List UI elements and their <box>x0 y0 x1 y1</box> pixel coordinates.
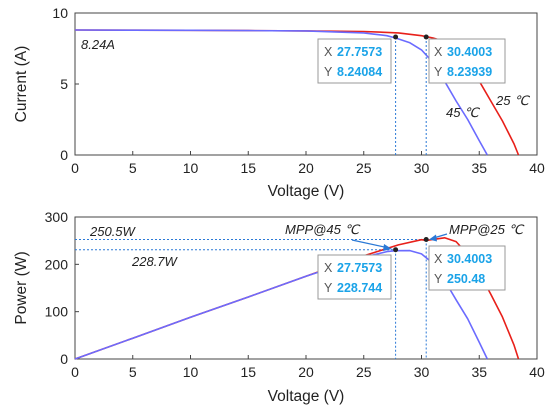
tip-y-value: 228.744 <box>337 281 382 295</box>
x-tick-label: 35 <box>471 160 487 176</box>
pv-chart: 0 5 10 15 20 25 30 35 40 0 100 200 300 Voltage (V) P… <box>13 209 545 405</box>
pv-arrow-45 <box>351 239 390 249</box>
iv-annotation-25: 25 ℃ <box>495 93 530 108</box>
x-tick-label: 20 <box>298 364 314 380</box>
tip-x-value: 27.7573 <box>337 45 382 59</box>
pv-arrowhead-25 <box>429 234 437 242</box>
iv-ticks: 0 5 10 15 20 25 30 35 40 0 5 10 <box>52 5 545 176</box>
tip-y-value: 8.24084 <box>337 65 382 79</box>
pv-annotation-mpp25: MPP@25 ℃ <box>449 222 524 237</box>
iv-datatip-45: X 27.7573 Y 8.24084 <box>317 38 392 84</box>
x-tick-label: 0 <box>71 364 79 380</box>
pv-mpp-45-marker <box>393 247 399 253</box>
pv-xlabel: Voltage (V) <box>268 388 345 405</box>
tip-y-key: Y <box>434 65 443 79</box>
iv-xlabel: Voltage (V) <box>268 183 345 200</box>
x-tick-label: 5 <box>129 160 137 176</box>
iv-ylabel: Current (A) <box>13 46 30 123</box>
iv-plot-area <box>74 12 538 156</box>
pv-ylabel: Power (W) <box>13 251 30 324</box>
x-tick-label: 25 <box>356 364 372 380</box>
x-tick-label: 40 <box>529 364 545 380</box>
pv-annotation-250: 250.5W <box>89 224 137 239</box>
iv-annotation-45: 45 ℃ <box>446 105 480 120</box>
pv-datatip-25: X 30.4003 Y 250.48 <box>428 245 506 291</box>
y-tick-label: 0 <box>60 351 68 367</box>
pv-ticks: 0 5 10 15 20 25 30 35 40 0 100 200 300 <box>45 209 545 380</box>
x-tick-label: 10 <box>183 160 199 176</box>
y-tick-label: 10 <box>52 5 68 21</box>
y-tick-label: 100 <box>45 304 69 320</box>
iv-mpp-25-marker <box>423 34 429 40</box>
x-tick-label: 10 <box>183 364 199 380</box>
iv-chart: 0 5 10 15 20 25 30 35 40 0 5 10 Voltage (V) Current… <box>13 5 545 200</box>
x-tick-label: 0 <box>71 160 79 176</box>
tip-x-key: X <box>324 261 333 275</box>
x-tick-label: 5 <box>129 364 137 380</box>
tip-y-key: Y <box>324 281 333 295</box>
tip-x-value: 30.4003 <box>447 252 492 266</box>
tip-y-key: Y <box>434 272 443 286</box>
tip-y-value: 8.23939 <box>447 65 492 79</box>
pv-arrowhead-45 <box>383 244 392 251</box>
tip-x-value: 27.7573 <box>337 261 382 275</box>
x-tick-label: 15 <box>240 160 256 176</box>
x-tick-label: 15 <box>240 364 256 380</box>
tip-x-key: X <box>434 252 443 266</box>
pv-annotation-228: 228.7W <box>131 254 179 269</box>
pv-mpp-25-marker <box>423 237 429 242</box>
iv-mpp-45-marker <box>393 34 399 40</box>
x-tick-label: 40 <box>529 160 545 176</box>
y-tick-label: 5 <box>60 76 68 92</box>
tip-y-key: Y <box>324 65 333 79</box>
x-tick-label: 20 <box>298 160 314 176</box>
tip-x-value: 30.4003 <box>447 45 492 59</box>
tip-x-key: X <box>324 45 333 59</box>
y-tick-label: 0 <box>60 147 68 163</box>
iv-annotation-current: 8.24A <box>81 37 115 52</box>
iv-datatip-25: X 30.4003 Y 8.23939 <box>428 38 506 84</box>
x-tick-label: 30 <box>414 160 430 176</box>
pv-datatip-45: X 27.7573 Y 228.744 <box>317 254 392 300</box>
y-tick-label: 300 <box>45 209 69 225</box>
pv-annotation-mpp45: MPP@45 ℃ <box>285 222 360 237</box>
x-tick-label: 35 <box>471 364 487 380</box>
tip-y-value: 250.48 <box>447 272 485 286</box>
x-tick-label: 30 <box>414 364 430 380</box>
tip-x-key: X <box>434 45 443 59</box>
y-tick-label: 200 <box>45 256 69 272</box>
x-tick-label: 25 <box>356 160 372 176</box>
